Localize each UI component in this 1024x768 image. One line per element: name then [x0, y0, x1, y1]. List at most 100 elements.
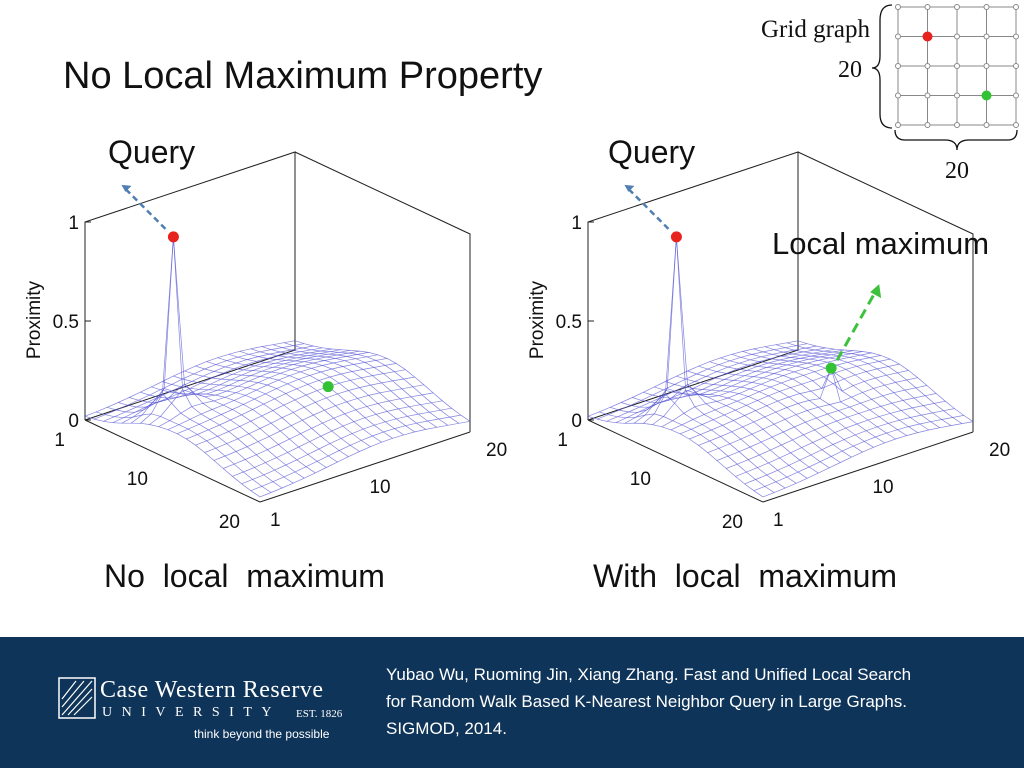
mesh-line: [112, 347, 323, 424]
slide-title: No Local Maximum Property: [63, 55, 543, 97]
mesh-line: [597, 343, 808, 420]
mesh-line: [84, 340, 296, 417]
y-tick-label: 1: [773, 510, 784, 531]
grid-node: [983, 33, 990, 40]
caption-right: With local maximum: [593, 558, 898, 594]
grid-node: [895, 122, 901, 128]
grid-node: [1013, 92, 1019, 99]
mesh-line: [195, 365, 371, 447]
logo-est: EST. 1826: [296, 708, 343, 720]
mesh-line: [698, 367, 909, 446]
grid-node: [1013, 4, 1019, 10]
query-point: [167, 231, 179, 243]
surface-plot-no-local-max: 0 0.5 1 Proximity 1 10 20 1 10 20: [24, 151, 507, 533]
y-tick-label: 20: [486, 440, 507, 461]
x-tick-label: 10: [630, 469, 651, 490]
mesh-line: [687, 370, 863, 453]
mesh-line: [232, 400, 443, 477]
mesh-line: [762, 421, 974, 498]
grid-node: [1013, 33, 1019, 40]
grid-node: [895, 4, 901, 10]
mesh-line: [676, 375, 852, 458]
mesh-line: [223, 392, 434, 469]
local-maximum-arrow: [835, 291, 877, 361]
mesh-line: [764, 346, 940, 428]
logo-tagline: think beyond the possible: [194, 727, 330, 741]
logo-university: UNIVERSITY: [102, 705, 281, 720]
rows-count-label: 20: [838, 57, 862, 83]
x-tick-label: 1: [557, 430, 568, 451]
z-tick-label: 0: [68, 411, 79, 432]
mesh-line: [731, 353, 907, 436]
mesh-line: [118, 236, 294, 484]
mesh-line: [162, 381, 338, 463]
mesh-line: [606, 345, 817, 422]
grid-node: [895, 63, 901, 69]
grid-node: [983, 4, 990, 10]
z-tick-label: 1: [68, 213, 79, 234]
base-edge-front-right: [259, 431, 471, 503]
citation-line: for Random Walk Based K-Nearest Neighbor…: [386, 692, 907, 711]
mesh-line: [643, 391, 819, 474]
mesh-line: [283, 342, 460, 424]
mesh-line: [716, 385, 927, 461]
mesh-line: [176, 358, 388, 435]
mesh-line: [250, 414, 461, 492]
back-wall-left: [587, 151, 799, 421]
grid-node: [924, 33, 931, 40]
mesh-line: [643, 236, 854, 424]
logo-name: Case Western Reserve: [100, 677, 324, 703]
grid-node: [924, 63, 931, 69]
grid-node: [954, 122, 960, 128]
mesh-line: [94, 343, 305, 420]
citation-line: SIGMOD, 2014.: [386, 719, 507, 738]
query-label-left: Query: [108, 134, 196, 170]
query-point: [670, 231, 682, 243]
mesh-line: [652, 351, 863, 425]
grid-node: [924, 92, 931, 99]
footer-bar: Case Western Reserve UNIVERSITY EST. 182…: [0, 637, 1024, 768]
z-tick-label: 1: [571, 213, 582, 234]
z-axis-label: Proximity: [24, 280, 45, 359]
mesh-line: [621, 236, 797, 484]
mesh-line: [742, 351, 918, 433]
query-arrow: [627, 187, 670, 230]
mesh-line: [670, 355, 881, 431]
mesh-line: [107, 393, 283, 489]
mesh-line: [228, 353, 404, 436]
x-tick-label: 10: [127, 469, 148, 490]
grid-node: [954, 92, 960, 99]
citation: Yubao Wu, Ruoming Jin, Xiang Zhang. Fast…: [386, 661, 1016, 742]
mesh-line: [140, 236, 351, 424]
y-tick-label: 20: [989, 440, 1010, 461]
logo-mark-icon: [58, 677, 96, 719]
base-edge-front-left: [587, 419, 764, 503]
mesh-line: [173, 375, 349, 457]
mesh-line: [204, 376, 415, 453]
back-wall-left: [84, 151, 296, 421]
base-edge-front-left: [84, 419, 261, 503]
local-maximum-arrowhead: [870, 284, 882, 299]
mesh-line: [753, 348, 929, 431]
grid-node: [983, 122, 990, 128]
local-maximum-label: Local maximum: [772, 226, 990, 261]
mesh-line: [753, 415, 964, 492]
base-edge-front-right: [762, 431, 974, 503]
grid-other-node: [981, 90, 992, 101]
x-tick-label: 20: [722, 512, 743, 533]
mesh-line: [735, 400, 946, 477]
mesh-line: [239, 350, 415, 433]
grid-node: [1013, 122, 1019, 128]
z-tick-label: 0.5: [556, 312, 582, 333]
left-brace: [871, 4, 893, 129]
mesh-line: [786, 342, 963, 424]
y-tick-label: 1: [270, 510, 281, 531]
mesh-line: [195, 369, 406, 446]
grid-node: [954, 63, 960, 69]
mesh-line: [130, 349, 342, 424]
mesh-line: [261, 346, 437, 428]
mesh-line: [598, 411, 775, 493]
y-tick-label: 10: [369, 477, 390, 498]
mesh-line: [707, 377, 918, 453]
bottom-brace: [894, 129, 1018, 151]
